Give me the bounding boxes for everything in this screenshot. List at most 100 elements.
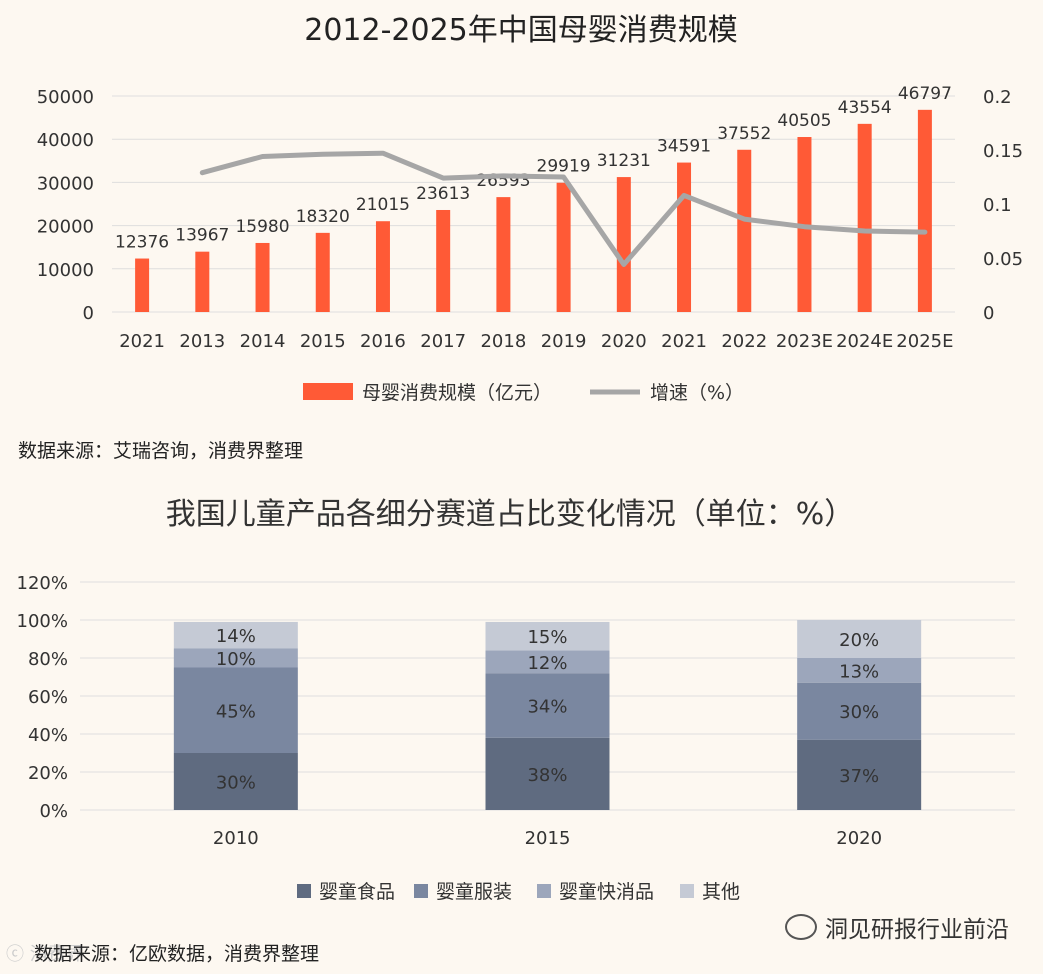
chart2-legend-label: 婴童快消品	[559, 881, 654, 903]
chart1-data-label: 29919	[537, 157, 591, 177]
chart2-data-label: 45%	[216, 701, 256, 722]
chart1-xtick: 2025E	[896, 331, 953, 352]
chart2-data-label: 38%	[527, 765, 567, 786]
chart1-bar	[375, 221, 390, 312]
bottom-source-note: 数据来源：亿欧数据，消费界整理	[34, 943, 320, 965]
chart2-segment	[797, 682, 922, 740]
chart2-segment	[485, 673, 610, 738]
chart2-data-label: 12%	[527, 653, 567, 674]
chart2-legend-swatch	[680, 884, 694, 898]
chart1-legend-label: 增速（%）	[650, 382, 744, 404]
chart1-xtick: 2018	[480, 331, 526, 352]
chart1-ytick-right: 0.1	[983, 195, 1012, 216]
chart1-xtick: 2019	[541, 331, 587, 352]
chart1-ytick-right: 0.05	[983, 249, 1023, 270]
chart1-data-label: 46797	[898, 84, 952, 104]
chart1-ytick-right: 0	[983, 303, 994, 324]
chart2-xtick: 2020	[836, 828, 882, 849]
chart2-segment	[485, 650, 610, 674]
chart1-xtick: 2016	[360, 331, 406, 352]
chart2-xtick: 2010	[213, 828, 259, 849]
chart1-ytick-left: 10000	[37, 260, 94, 281]
chart1-xtick: 2017	[420, 331, 466, 352]
chart2-segment	[485, 621, 610, 651]
chart1-bar	[195, 251, 210, 312]
chart2-segment	[797, 658, 922, 683]
chart1-bar	[677, 162, 692, 312]
chart1-ytick-right: 0.15	[983, 141, 1023, 162]
chart2-xtick: 2015	[525, 828, 571, 849]
chart2-data-label: 20%	[839, 630, 879, 651]
chart1-xtick: 2013	[179, 331, 225, 352]
chart2-data-label: 14%	[216, 626, 256, 647]
chart1-data-label: 37552	[717, 124, 771, 144]
chart1-xtick: 2015	[300, 331, 346, 352]
wechat-icon	[785, 914, 817, 940]
chart2-ytick: 0%	[39, 801, 68, 822]
chart2-data-label: 30%	[839, 702, 879, 723]
chart2-legend-swatch	[297, 884, 311, 898]
chart2-data-label: 34%	[527, 697, 567, 718]
chart1-xtick: 2021	[119, 331, 165, 352]
chart1-bar	[436, 209, 451, 312]
chart2-ytick: 20%	[28, 763, 68, 784]
chart1-xtick: 2020	[601, 331, 647, 352]
chart1-ytick-left: 20000	[37, 217, 94, 238]
chart1-ytick-left: 0	[83, 303, 94, 324]
chart1-data-label: 31231	[597, 151, 651, 171]
watermark-text: 洞见研报行业前沿	[825, 917, 1009, 943]
chart1-xtick: 2021	[661, 331, 707, 352]
chart1-legend-label: 母婴消费规模（亿元）	[362, 382, 552, 404]
segment-share-chart: 我国儿童产品各细分赛道占比变化情况（单位：%） 0% 20% 40% 60% 80% 100…	[17, 497, 1015, 903]
chart2-ytick: 40%	[28, 725, 68, 746]
chart2-legend-label: 婴童服装	[436, 881, 512, 903]
chart2-segment	[173, 621, 298, 649]
chart1-bar	[496, 197, 511, 312]
chart2-data-label: 15%	[527, 627, 567, 648]
chart1-data-label: 13967	[175, 226, 229, 246]
chart1-bar	[917, 109, 932, 312]
chart2-data-label: 37%	[839, 766, 879, 787]
chart1-bar	[737, 149, 752, 312]
chart2-data-label: 10%	[216, 649, 256, 670]
chart2-segment	[797, 620, 922, 658]
chart2-ytick: 80%	[28, 649, 68, 670]
chart2-segment	[173, 648, 298, 668]
chart1-bar	[857, 123, 872, 313]
chart2-ytick: 120%	[17, 573, 68, 594]
chart1-data-label: 43554	[838, 98, 892, 118]
chart1-ytick-right: 0.2	[983, 87, 1012, 108]
chart2-segment	[173, 753, 298, 810]
chart1-data-label: 18320	[296, 207, 350, 227]
chart2-ytick: 60%	[28, 687, 68, 708]
chart1-title: 2012-2025年中国母婴消费规模	[304, 13, 738, 48]
chart1-data-label: 40505	[777, 111, 831, 131]
chart1-ytick-left: 40000	[37, 130, 94, 151]
chart1-growth-line	[199, 150, 928, 267]
chart1-xtick: 2022	[721, 331, 767, 352]
watermark: 洞见研报行业前沿	[785, 910, 1009, 944]
chart1-xtick: 2014	[240, 331, 286, 352]
chart1-xtick: 2023E	[776, 331, 833, 352]
chart1-xtick: 2024E	[836, 331, 893, 352]
chart2-title: 我国儿童产品各细分赛道占比变化情况（单位：%）	[166, 497, 855, 532]
chart2-legend-label: 婴童食品	[319, 881, 395, 903]
chart2-segment	[797, 739, 922, 810]
chart1-bar	[616, 177, 631, 312]
chart1-bar	[315, 232, 330, 312]
chart1-data-label: 15980	[235, 217, 289, 237]
chart1-bar	[556, 182, 571, 312]
chart1-bar	[255, 242, 270, 312]
chart1-ytick-left: 30000	[37, 173, 94, 194]
chart2-segment	[173, 667, 298, 753]
chart2-ytick: 100%	[17, 611, 68, 632]
chart1-legend-swatch-bar	[303, 383, 353, 400]
chart1-data-label: 23613	[416, 184, 470, 204]
chart1-data-label: 21015	[356, 195, 410, 215]
chart2-legend-swatch	[414, 884, 428, 898]
consumption-chart: 2012-2025年中国母婴消费规模 0 10000 20000 30000 40000 5…	[37, 13, 1023, 404]
chart2-segment	[485, 737, 610, 810]
chart1-ytick-left: 50000	[37, 87, 94, 108]
chart1-data-label: 34591	[657, 137, 711, 157]
chart2-data-label: 30%	[216, 773, 256, 794]
